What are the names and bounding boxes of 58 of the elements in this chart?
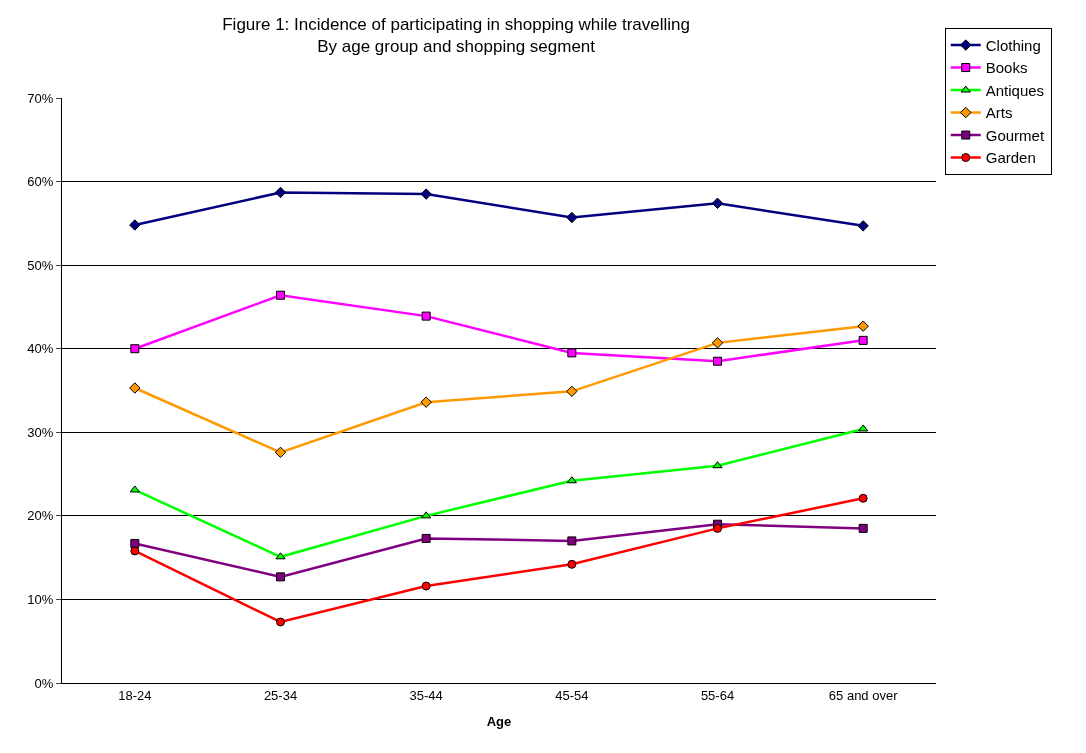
point: [712, 461, 723, 469]
x-tick-label: 65 and over: [828, 687, 899, 703]
y-tick-label: 20%: [27, 508, 54, 524]
chart-title: Figure 1: Incidence of participating in shopping while travelling: [222, 15, 691, 35]
point: [421, 581, 431, 591]
point: [130, 344, 140, 354]
point: [275, 552, 286, 560]
point: [713, 523, 722, 533]
point: [857, 320, 869, 332]
point: [130, 538, 140, 548]
y-tick-label: 60%: [27, 174, 54, 190]
point: [129, 382, 141, 394]
point: [858, 424, 869, 432]
y-tick-label: 70%: [27, 90, 54, 106]
point: [858, 493, 868, 503]
point: [567, 559, 577, 569]
point: [276, 290, 285, 300]
point: [857, 220, 869, 232]
x-axis-title: Age: [486, 714, 512, 730]
legend-label: Garden: [985, 149, 1036, 167]
point: [421, 311, 431, 321]
legend-label: Arts: [985, 104, 1013, 122]
legend-label: Clothing: [985, 36, 1041, 54]
point: [858, 335, 868, 345]
chart-subtitle: By age group and shopping segment: [317, 37, 596, 57]
point: [276, 572, 285, 582]
point: [566, 211, 578, 224]
legend-label: Antiques: [985, 81, 1045, 99]
point: [420, 396, 432, 408]
legend-label: Books: [985, 59, 1028, 77]
y-tick-label: 30%: [27, 424, 54, 440]
point: [421, 533, 431, 543]
point: [567, 536, 577, 546]
point: [274, 186, 287, 199]
x-tick-label: 25-34: [263, 687, 298, 703]
point: [129, 485, 140, 493]
x-tick-label: 45-54: [555, 687, 589, 703]
point: [711, 197, 724, 209]
point: [566, 385, 578, 398]
x-tick-label: 35-44: [409, 687, 443, 703]
point: [858, 523, 868, 533]
point: [129, 219, 141, 231]
y-tick-label: 50%: [27, 257, 54, 273]
point: [420, 188, 432, 200]
x-tick-label: 55-64: [700, 687, 735, 703]
point: [130, 546, 140, 556]
y-tick-label: 10%: [27, 591, 54, 607]
y-tick-label: 0%: [34, 675, 54, 691]
point: [274, 446, 287, 459]
point: [713, 356, 722, 366]
x-tick-label: 18-24: [118, 687, 152, 703]
y-tick-label: 40%: [27, 341, 54, 357]
point: [567, 348, 577, 358]
point: [711, 337, 724, 349]
legend-label: Gourmet: [985, 126, 1045, 144]
point: [566, 476, 577, 484]
point: [421, 511, 432, 519]
point: [276, 617, 285, 627]
